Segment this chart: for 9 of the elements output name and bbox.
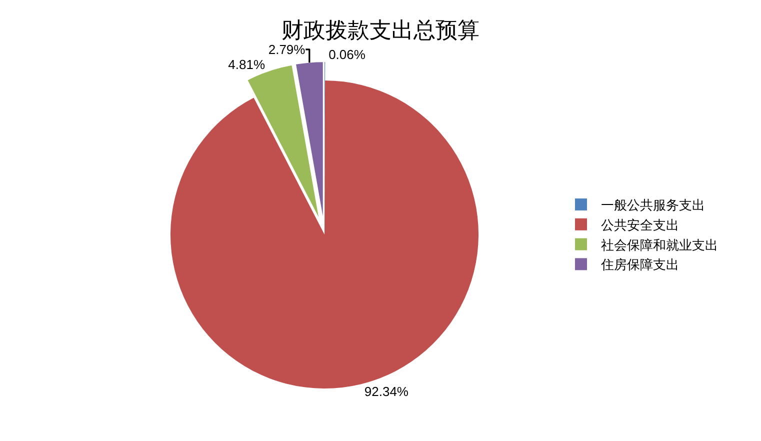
legend-label: 公共安全支出 xyxy=(601,217,679,232)
legend-label: 一般公共服务支出 xyxy=(601,198,705,213)
legend-label: 住房保障支出 xyxy=(600,257,679,272)
data-label: 2.79% xyxy=(268,42,306,57)
data-label: 0.06% xyxy=(328,47,366,62)
data-label: 92.34% xyxy=(364,384,409,399)
data-label: 4.81% xyxy=(228,56,266,72)
chart-title: 财政拨款支出总预算 xyxy=(282,17,480,42)
legend-label: 社会保障和就业支出 xyxy=(601,237,718,252)
